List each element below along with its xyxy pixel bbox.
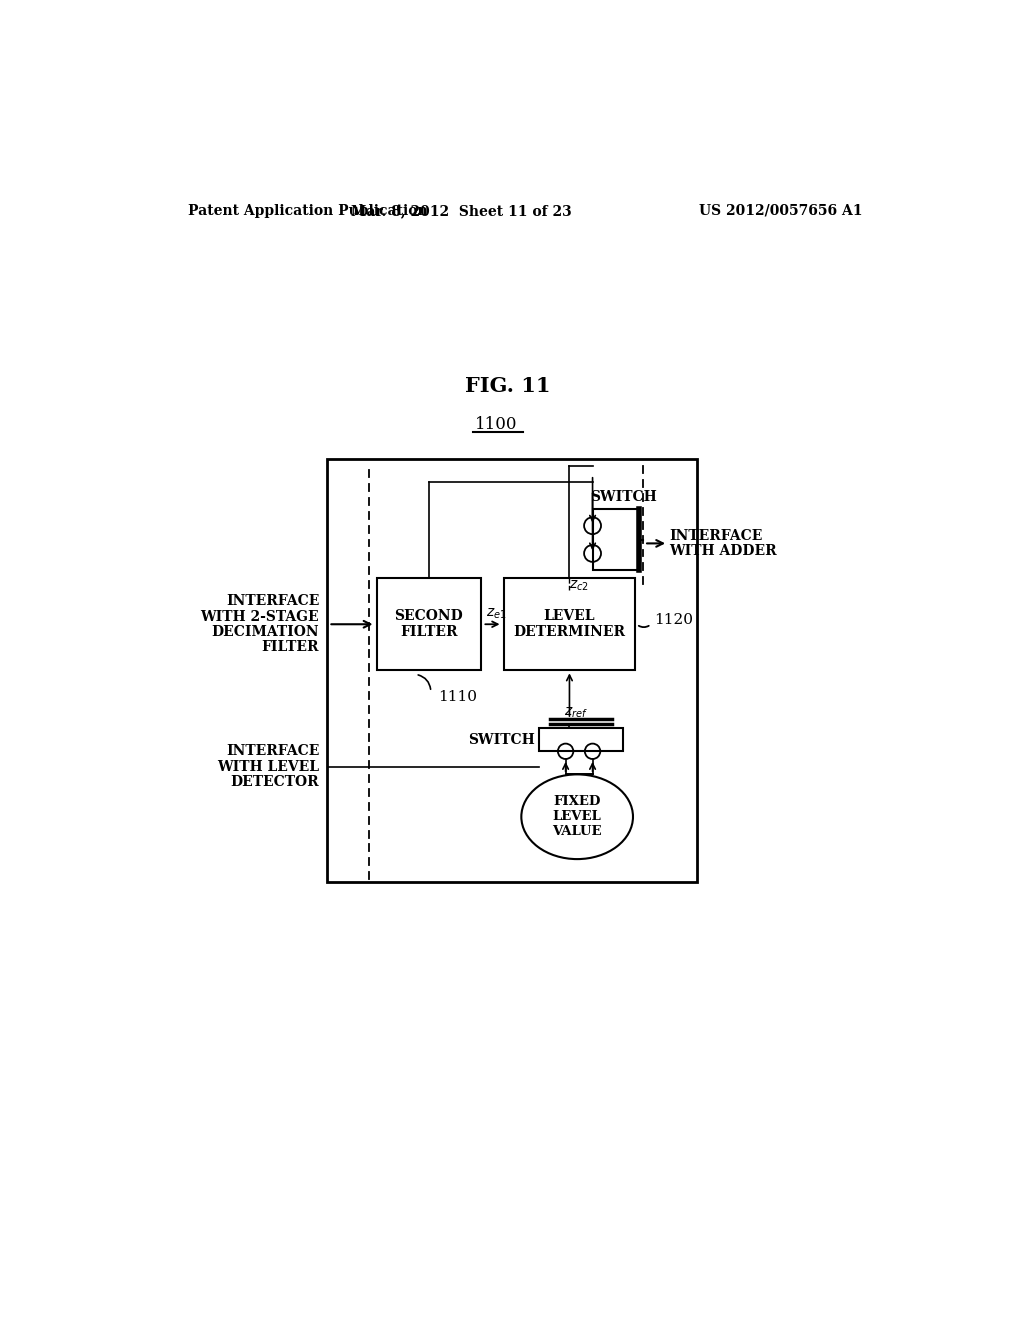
- Text: FIG. 11: FIG. 11: [465, 376, 551, 396]
- Text: Mar. 8, 2012  Sheet 11 of 23: Mar. 8, 2012 Sheet 11 of 23: [351, 203, 572, 218]
- Text: SWITCH: SWITCH: [468, 733, 535, 747]
- Text: Patent Application Publication: Patent Application Publication: [188, 203, 428, 218]
- Text: WITH LEVEL: WITH LEVEL: [217, 760, 319, 774]
- Text: LEVEL
DETERMINER: LEVEL DETERMINER: [513, 609, 626, 639]
- Bar: [504, 578, 635, 671]
- Text: $z_{e1}$: $z_{e1}$: [486, 607, 507, 622]
- Bar: [377, 578, 481, 671]
- Text: DETECTOR: DETECTOR: [230, 775, 319, 789]
- Text: 1100: 1100: [475, 416, 517, 433]
- Text: SECOND
FILTER: SECOND FILTER: [394, 609, 463, 639]
- Text: WITH 2-STAGE: WITH 2-STAGE: [201, 610, 319, 623]
- Text: FIXED
LEVEL
VALUE: FIXED LEVEL VALUE: [552, 795, 602, 838]
- Text: INTERFACE: INTERFACE: [226, 594, 319, 609]
- Bar: [327, 459, 696, 882]
- Text: WITH ADDER: WITH ADDER: [670, 544, 777, 558]
- Text: INTERFACE: INTERFACE: [226, 744, 319, 758]
- Text: $z_{ref}$: $z_{ref}$: [564, 706, 588, 719]
- Text: INTERFACE: INTERFACE: [670, 529, 763, 543]
- Text: 1120: 1120: [654, 614, 693, 627]
- Text: $z_{c2}$: $z_{c2}$: [569, 578, 590, 593]
- Bar: [539, 729, 624, 751]
- Text: US 2012/0057656 A1: US 2012/0057656 A1: [698, 203, 862, 218]
- Text: FILTER: FILTER: [262, 640, 319, 655]
- Text: SWITCH: SWITCH: [590, 490, 656, 504]
- Text: DECIMATION: DECIMATION: [212, 624, 319, 639]
- Text: 1110: 1110: [438, 690, 477, 705]
- Bar: [593, 508, 639, 570]
